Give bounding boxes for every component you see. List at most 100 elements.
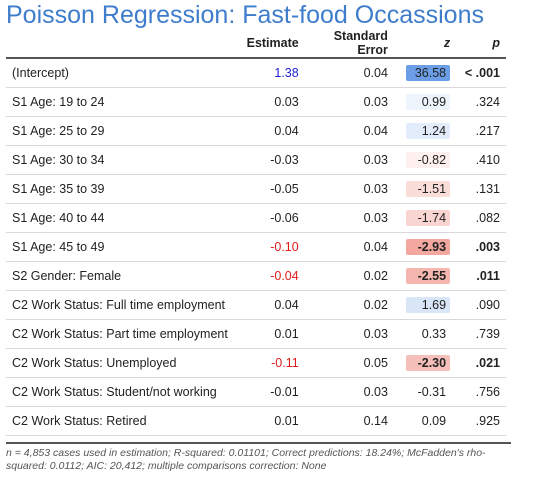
z-cell: 36.58 xyxy=(393,57,457,88)
row-label: S1 Age: 35 to 39 xyxy=(6,174,239,204)
z-value: -2.93 xyxy=(406,239,451,255)
z-cell: 1.24 xyxy=(393,116,457,146)
estimate-cell: 0.01 xyxy=(238,406,305,436)
z-cell: -1.74 xyxy=(393,203,457,233)
z-value: 0.33 xyxy=(406,326,451,342)
row-label: S1 Age: 25 to 29 xyxy=(6,116,239,146)
p-value-cell: .324 xyxy=(456,87,506,117)
estimate-cell: -0.05 xyxy=(238,174,305,204)
standard-error-cell: 0.03 xyxy=(304,319,394,349)
row-label: C2 Work Status: Part time employment xyxy=(6,319,239,349)
z-value: -0.82 xyxy=(406,152,451,168)
z-value: 1.24 xyxy=(406,123,451,139)
estimate-cell: -0.01 xyxy=(238,377,305,407)
row-label: C2 Work Status: Full time employment xyxy=(6,290,239,320)
table-row: C2 Work Status: Part time employment 0.01… xyxy=(6,319,506,349)
header-estimate: Estimate xyxy=(238,29,305,59)
table-body: (Intercept) 1.38 0.04 36.58 < .001 S1 Age: 19… xyxy=(6,57,506,436)
row-label: S2 Gender: Female xyxy=(6,261,239,291)
p-value-cell: .217 xyxy=(456,116,506,146)
header-standard-error: Standard Error xyxy=(304,29,394,59)
standard-error-cell: 0.04 xyxy=(304,57,394,88)
row-label: S1 Age: 30 to 34 xyxy=(6,145,239,175)
standard-error-cell: 0.03 xyxy=(304,87,394,117)
table-row: S1 Age: 45 to 49 -0.10 0.04 -2.93 .003 xyxy=(6,232,506,262)
table-row: (Intercept) 1.38 0.04 36.58 < .001 xyxy=(6,57,506,88)
p-value-cell: .003 xyxy=(456,232,506,262)
z-value: -0.31 xyxy=(406,384,451,400)
z-value: 1.69 xyxy=(406,297,451,313)
estimate-cell: -0.11 xyxy=(238,348,305,378)
table-row: S1 Age: 35 to 39 -0.05 0.03 -1.51 .131 xyxy=(6,174,506,204)
row-label: S1 Age: 19 to 24 xyxy=(6,87,239,117)
table-row: S1 Age: 19 to 24 0.03 0.03 0.99.324 xyxy=(6,87,506,117)
standard-error-cell: 0.04 xyxy=(304,232,394,262)
table-row: C2 Work Status: Full time employment 0.04… xyxy=(6,290,506,320)
table-row: S1 Age: 40 to 44 -0.06 0.03 -1.74 .082 xyxy=(6,203,506,233)
estimate-cell: 0.01 xyxy=(238,319,305,349)
z-cell: -0.82 xyxy=(393,145,457,175)
z-cell: 0.99 xyxy=(393,87,457,117)
header-label xyxy=(6,29,239,59)
estimate-cell: -0.03 xyxy=(238,145,305,175)
header-row: Estimate Standard Error z p xyxy=(6,29,506,59)
p-value-cell: .090 xyxy=(456,290,506,320)
z-value: -2.55 xyxy=(406,268,451,284)
regression-table: Estimate Standard Error z p (Intercept) 1… xyxy=(6,29,506,436)
p-value-cell: .011 xyxy=(456,261,506,291)
row-label: S1 Age: 45 to 49 xyxy=(6,232,239,262)
estimate-cell: 0.04 xyxy=(238,290,305,320)
standard-error-cell: 0.02 xyxy=(304,290,394,320)
z-cell: 0.09 xyxy=(393,406,457,436)
p-value-cell: .082 xyxy=(456,203,506,233)
table-row: S2 Gender: Female -0.04 0.02 -2.55 .011 xyxy=(6,261,506,291)
z-value: -1.51 xyxy=(406,181,451,197)
estimate-cell: 0.03 xyxy=(238,87,305,117)
standard-error-cell: 0.03 xyxy=(304,145,394,175)
standard-error-cell: 0.04 xyxy=(304,116,394,146)
z-value: 0.09 xyxy=(406,413,451,429)
table-row: C2 Work Status: Retired 0.01 0.14 0.09 .925 xyxy=(6,406,506,436)
table-row: S1 Age: 30 to 34 -0.03 0.03 -0.82 .410 xyxy=(6,145,506,175)
p-value-cell: .131 xyxy=(456,174,506,204)
standard-error-cell: 0.14 xyxy=(304,406,394,436)
z-cell: -2.55 xyxy=(393,261,457,291)
estimate-cell: -0.10 xyxy=(238,232,305,262)
footnote: n = 4,853 cases used in estimation; R-sq… xyxy=(6,442,511,473)
p-value-cell: .925 xyxy=(456,406,506,436)
table-row: C2 Work Status: Student/not working -0.01… xyxy=(6,377,506,407)
p-value-cell: .410 xyxy=(456,145,506,175)
z-cell: -0.31 xyxy=(393,377,457,407)
row-label: (Intercept) xyxy=(6,57,239,88)
z-value: -1.74 xyxy=(406,210,451,226)
p-value-cell: < .001 xyxy=(456,57,506,88)
standard-error-cell: 0.02 xyxy=(304,261,394,291)
row-label: C2 Work Status: Student/not working xyxy=(6,377,239,407)
p-value-cell: .021 xyxy=(456,348,506,378)
estimate-cell: 1.38 xyxy=(238,57,305,88)
row-label: S1 Age: 40 to 44 xyxy=(6,203,239,233)
z-value: 0.99 xyxy=(406,94,451,110)
row-label: C2 Work Status: Unemployed xyxy=(6,348,239,378)
standard-error-cell: 0.03 xyxy=(304,174,394,204)
z-value: 36.58 xyxy=(406,65,451,81)
z-cell: 1.69 xyxy=(393,290,457,320)
z-value: -2.30 xyxy=(406,355,451,371)
table-row: S1 Age: 25 to 29 0.04 0.04 1.24.217 xyxy=(6,116,506,146)
header-p: p xyxy=(456,29,506,59)
z-cell: -2.93 xyxy=(393,232,457,262)
estimate-cell: -0.06 xyxy=(238,203,305,233)
standard-error-cell: 0.03 xyxy=(304,203,394,233)
standard-error-cell: 0.03 xyxy=(304,377,394,407)
estimate-cell: 0.04 xyxy=(238,116,305,146)
row-label: C2 Work Status: Retired xyxy=(6,406,239,436)
table-row: C2 Work Status: Unemployed -0.11 0.05 -2.30… xyxy=(6,348,506,378)
standard-error-cell: 0.05 xyxy=(304,348,394,378)
p-value-cell: .756 xyxy=(456,377,506,407)
z-cell: -2.30 xyxy=(393,348,457,378)
header-z: z xyxy=(393,29,457,59)
z-cell: -1.51 xyxy=(393,174,457,204)
estimate-cell: -0.04 xyxy=(238,261,305,291)
table-title: Poisson Regression: Fast-food Occassions xyxy=(6,1,484,29)
p-value-cell: .739 xyxy=(456,319,506,349)
